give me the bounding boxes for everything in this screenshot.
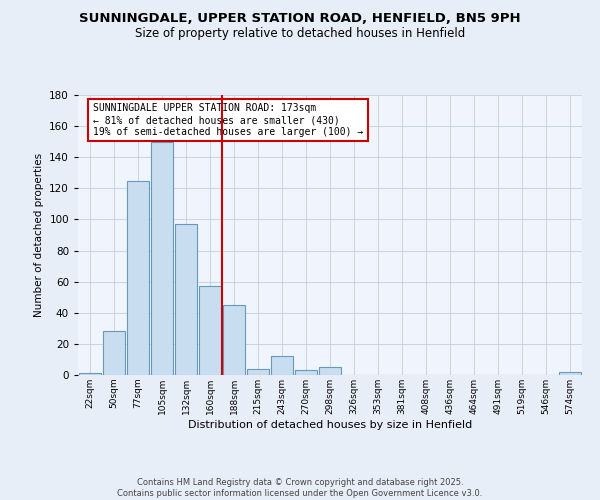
Bar (247, 369, 269, 375)
Bar (127, 180, 149, 375)
Text: SUNNINGDALE UPPER STATION ROAD: 173sqm
← 81% of detached houses are smaller (430: SUNNINGDALE UPPER STATION ROAD: 173sqm ←… (93, 104, 364, 136)
Text: Size of property relative to detached houses in Henfield: Size of property relative to detached ho… (135, 28, 465, 40)
Bar (199, 286, 221, 375)
X-axis label: Distribution of detached houses by size in Henfield: Distribution of detached houses by size … (188, 420, 472, 430)
Bar (319, 367, 341, 375)
Bar (151, 142, 173, 375)
Bar (175, 224, 197, 375)
Text: Contains HM Land Registry data © Crown copyright and database right 2025.
Contai: Contains HM Land Registry data © Crown c… (118, 478, 482, 498)
Bar (223, 305, 245, 375)
Bar (103, 332, 125, 375)
Bar (559, 372, 581, 375)
Bar (271, 356, 293, 375)
Y-axis label: Number of detached properties: Number of detached properties (34, 153, 44, 317)
Text: SUNNINGDALE, UPPER STATION ROAD, HENFIELD, BN5 9PH: SUNNINGDALE, UPPER STATION ROAD, HENFIEL… (79, 12, 521, 26)
Bar (79, 374, 101, 375)
Bar (295, 370, 317, 375)
